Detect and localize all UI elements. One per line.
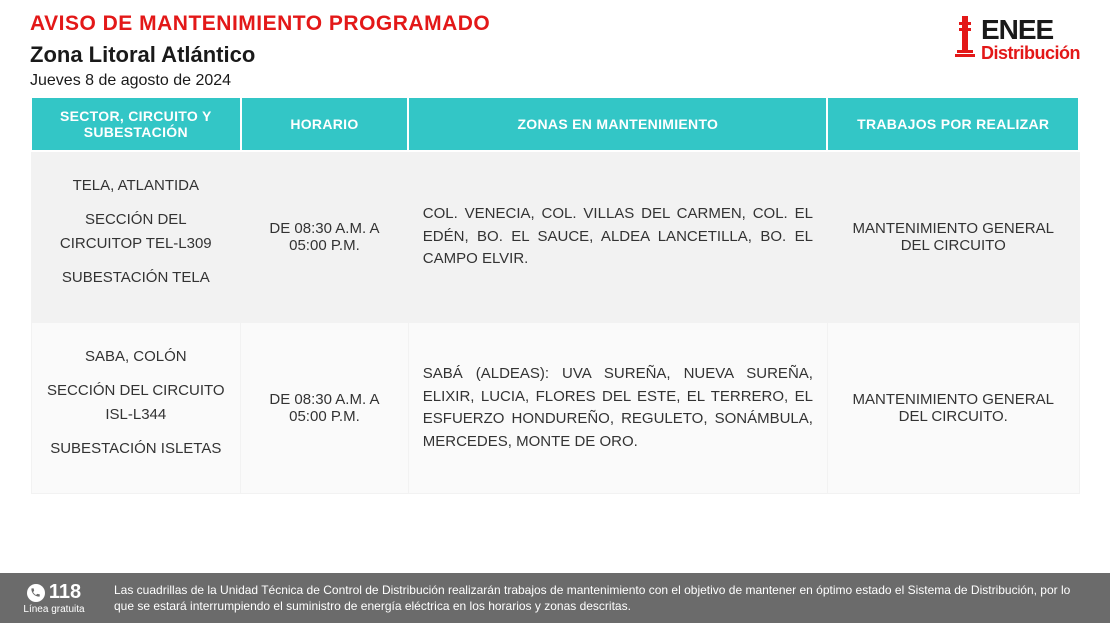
header: AVISO DE MANTENIMIENTO PROGRAMADO Zona L… — [0, 0, 1110, 96]
logo-main: ENEE — [981, 16, 1080, 44]
sector-line: SUBESTACIÓN TELA — [46, 266, 227, 290]
phone-number: 118 — [49, 581, 81, 604]
maintenance-table: SECTOR, CIRCUITO Y SUBESTACIÓN HORARIO Z… — [30, 96, 1080, 494]
notice-title: AVISO DE MANTENIMIENTO PROGRAMADO — [30, 12, 955, 36]
sector-line: SECCIÓN DEL CIRCUITO ISL-L344 — [46, 379, 227, 427]
phone-label: Línea gratuita — [23, 604, 84, 615]
sector-cell: TELA, ATLANTIDA SECCIÓN DEL CIRCUITOP TEL… — [31, 151, 241, 323]
zones-cell: COL. VENECIA, COL. VILLAS DEL CARMEN, CO… — [408, 151, 827, 323]
footer: 118 Línea gratuita Las cuadrillas de la … — [0, 573, 1110, 623]
footer-phone-block: 118 Línea gratuita — [14, 581, 94, 615]
table-row: TELA, ATLANTIDA SECCIÓN DEL CIRCUITOP TEL… — [31, 151, 1079, 323]
sector-line: SECCIÓN DEL CIRCUITOP TEL-L309 — [46, 208, 227, 256]
work-cell: MANTENIMIENTO GENERAL DEL CIRCUITO. — [827, 323, 1079, 494]
footer-text: Las cuadrillas de la Unidad Técnica de C… — [114, 582, 1080, 614]
logo-sub: Distribución — [981, 44, 1080, 62]
tower-icon — [955, 16, 975, 60]
table-row: SABA, COLÓN SECCIÓN DEL CIRCUITO ISL-L344… — [31, 323, 1079, 494]
work-cell: MANTENIMIENTO GENERAL DEL CIRCUITO — [827, 151, 1079, 323]
table-body: TELA, ATLANTIDA SECCIÓN DEL CIRCUITOP TEL… — [31, 151, 1079, 494]
sector-line: TELA, ATLANTIDA — [46, 174, 227, 198]
phone-icon — [27, 584, 45, 602]
sector-line: SUBESTACIÓN ISLETAS — [46, 437, 227, 461]
horario-cell: DE 08:30 A.M. A 05:00 P.M. — [241, 151, 409, 323]
zone-title: Zona Litoral Atlántico — [30, 42, 955, 68]
zones-cell: SABÁ (ALDEAS): UVA SUREÑA, NUEVA SUREÑA,… — [408, 323, 827, 494]
header-left: AVISO DE MANTENIMIENTO PROGRAMADO Zona L… — [30, 12, 955, 90]
col-sector: SECTOR, CIRCUITO Y SUBESTACIÓN — [31, 97, 241, 151]
logo-text: ENEE Distribución — [981, 16, 1080, 62]
horario-cell: DE 08:30 A.M. A 05:00 P.M. — [241, 323, 409, 494]
col-horario: HORARIO — [241, 97, 409, 151]
maintenance-table-container: SECTOR, CIRCUITO Y SUBESTACIÓN HORARIO Z… — [0, 96, 1110, 494]
brand-logo: ENEE Distribución — [955, 16, 1080, 62]
sector-line: SABA, COLÓN — [46, 345, 227, 369]
col-zones: ZONAS EN MANTENIMIENTO — [408, 97, 827, 151]
col-work: TRABAJOS POR REALIZAR — [827, 97, 1079, 151]
sector-cell: SABA, COLÓN SECCIÓN DEL CIRCUITO ISL-L344… — [31, 323, 241, 494]
table-header: SECTOR, CIRCUITO Y SUBESTACIÓN HORARIO Z… — [31, 97, 1079, 151]
phone-row: 118 — [27, 581, 81, 604]
date-line: Jueves 8 de agosto de 2024 — [30, 72, 955, 90]
